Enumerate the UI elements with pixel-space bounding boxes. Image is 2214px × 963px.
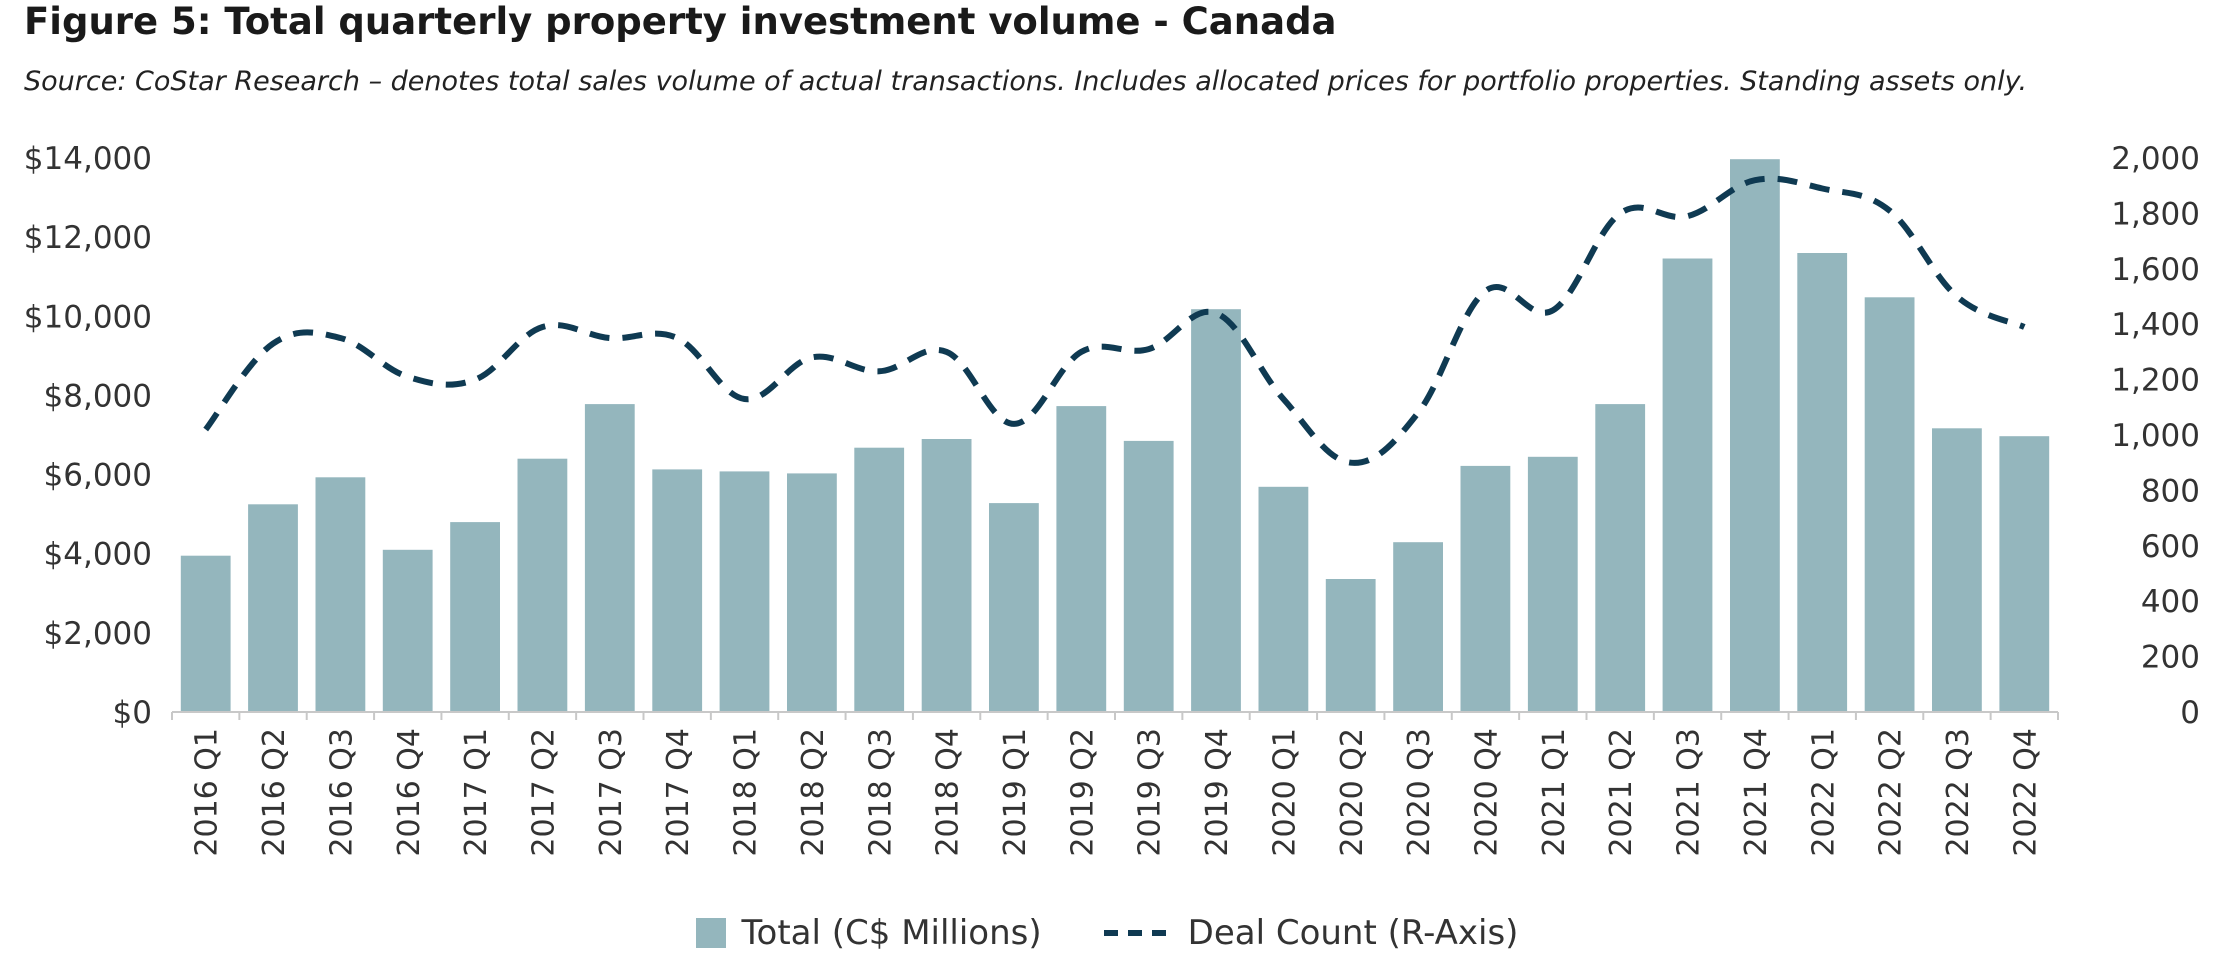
bar-2020-q2 <box>1325 579 1376 712</box>
x-category-label: 2018 Q4 <box>931 728 966 857</box>
y-left-tick-label: $4,000 <box>44 537 152 573</box>
deal-count-line <box>203 175 2026 466</box>
bar-2022-q2 <box>1864 297 1915 712</box>
bar-2018-q3 <box>854 447 905 712</box>
bar-2017-q1 <box>450 522 500 712</box>
y-left-tick-label: $6,000 <box>44 458 152 494</box>
y-right-tick-label: 1,800 <box>2111 196 2200 232</box>
bar-2020-q4 <box>1460 465 1511 712</box>
bar-2019-q2 <box>1056 406 1107 712</box>
x-category-label: 2016 Q3 <box>324 728 359 857</box>
x-category-label: 2022 Q4 <box>2008 728 2043 857</box>
x-category-label: 2021 Q3 <box>1672 728 1707 857</box>
x-category-label: 2021 Q2 <box>1604 728 1639 857</box>
y-right-tick-label: 200 <box>2141 640 2200 676</box>
y-left-tick-label: $12,000 <box>24 220 152 256</box>
x-category-label: 2016 Q2 <box>257 728 292 857</box>
x-category-label: 2020 Q4 <box>1469 728 1504 857</box>
bar-2022-q4 <box>1999 436 2050 712</box>
bar-2021-q2 <box>1595 404 1646 712</box>
bar-2018-q4 <box>921 439 972 712</box>
bar-2021-q4 <box>1730 159 1780 712</box>
bar-2017-q4 <box>652 469 703 712</box>
y-right-tick-label: 1,400 <box>2111 307 2200 343</box>
bar-2019-q3 <box>1123 440 1174 712</box>
y-right-tick-label: 2,000 <box>2111 141 2200 177</box>
bar-2017-q3 <box>584 404 635 712</box>
y-left-tick-label: $14,000 <box>24 141 152 177</box>
bar-2016-q1 <box>180 555 231 712</box>
x-category-label: 2022 Q3 <box>1941 728 1976 857</box>
x-category-label: 2018 Q2 <box>796 728 831 857</box>
x-category-label: 2017 Q2 <box>526 728 561 857</box>
x-category-label: 2020 Q2 <box>1335 728 1370 857</box>
x-category-label: 2017 Q1 <box>459 728 494 857</box>
bar-2019-q1 <box>989 503 1039 712</box>
bar-2016-q3 <box>315 477 366 712</box>
y-right-tick-label: 400 <box>2141 584 2200 620</box>
bar-2020-q1 <box>1258 486 1309 712</box>
y-left-tick-label: $10,000 <box>24 299 152 335</box>
x-category-label: 2018 Q1 <box>729 728 764 857</box>
y-right-tick-label: 0 <box>2180 695 2200 731</box>
x-category-label: 2016 Q1 <box>190 728 225 857</box>
x-category-label: 2019 Q3 <box>1133 728 1168 857</box>
x-category-label: 2022 Q2 <box>1874 728 1909 857</box>
bar-2017-q2 <box>517 458 568 712</box>
legend-item-deal-count: Deal Count (R-Axis) <box>1102 913 1519 953</box>
bar-2021-q1 <box>1527 456 1578 712</box>
y-right-tick-label: 1,600 <box>2111 252 2200 288</box>
y-right-tick-label: 1,200 <box>2111 363 2200 399</box>
bar-2021-q3 <box>1662 258 1713 712</box>
figure-title: Figure 5: Total quarterly property inves… <box>24 0 1337 43</box>
y-left-tick-label: $2,000 <box>44 616 152 652</box>
x-category-label: 2018 Q3 <box>863 728 898 857</box>
x-category-label: 2021 Q1 <box>1537 728 1572 857</box>
x-category-label: 2022 Q1 <box>1806 728 1841 857</box>
bar-2019-q4 <box>1191 309 1241 712</box>
legend-swatch-bar <box>695 918 726 948</box>
x-category-label: 2017 Q3 <box>594 728 629 857</box>
x-category-label: 2021 Q4 <box>1739 728 1774 857</box>
bar-2018-q1 <box>719 471 770 712</box>
y-right-tick-label: 600 <box>2141 529 2200 565</box>
chart-area: $0 $2,000 $4,000 $6,000 $8,000 $10,000 $12,000… <box>24 141 2200 857</box>
x-category-label: 2019 Q4 <box>1200 728 1235 857</box>
bar-2020-q3 <box>1393 542 1443 712</box>
bar-2016-q4 <box>382 549 433 712</box>
bar-2016-q2 <box>248 504 298 713</box>
x-category-label: 2017 Q4 <box>661 728 696 857</box>
bar-2018-q2 <box>787 473 837 712</box>
legend-label-total: Total (C$ Millions) <box>741 913 1042 953</box>
legend: Total (C$ Millions) Deal Count (R-Axis) <box>0 910 2214 956</box>
x-category-label: 2020 Q1 <box>1267 728 1302 857</box>
y-left-tick-label: $8,000 <box>44 378 152 414</box>
legend-swatch-dashed-line <box>1103 930 1170 936</box>
y-right-tick-label: 800 <box>2141 473 2200 509</box>
y-right-tick-label: 1,000 <box>2111 418 2200 454</box>
legend-item-total: Total (C$ Millions) <box>695 913 1042 953</box>
figure-source-note: Source: CoStar Research – denotes total … <box>24 66 2028 97</box>
legend-label-deal-count: Deal Count (R-Axis) <box>1187 913 1519 953</box>
x-category-label: 2019 Q1 <box>998 728 1033 857</box>
x-category-label: 2016 Q4 <box>392 728 427 857</box>
x-category-label: 2020 Q3 <box>1402 728 1437 857</box>
bar-2022-q1 <box>1797 253 1848 712</box>
bar-2022-q3 <box>1932 428 1982 712</box>
x-category-label: 2019 Q2 <box>1065 728 1100 857</box>
y-left-tick-label: $0 <box>113 695 152 731</box>
